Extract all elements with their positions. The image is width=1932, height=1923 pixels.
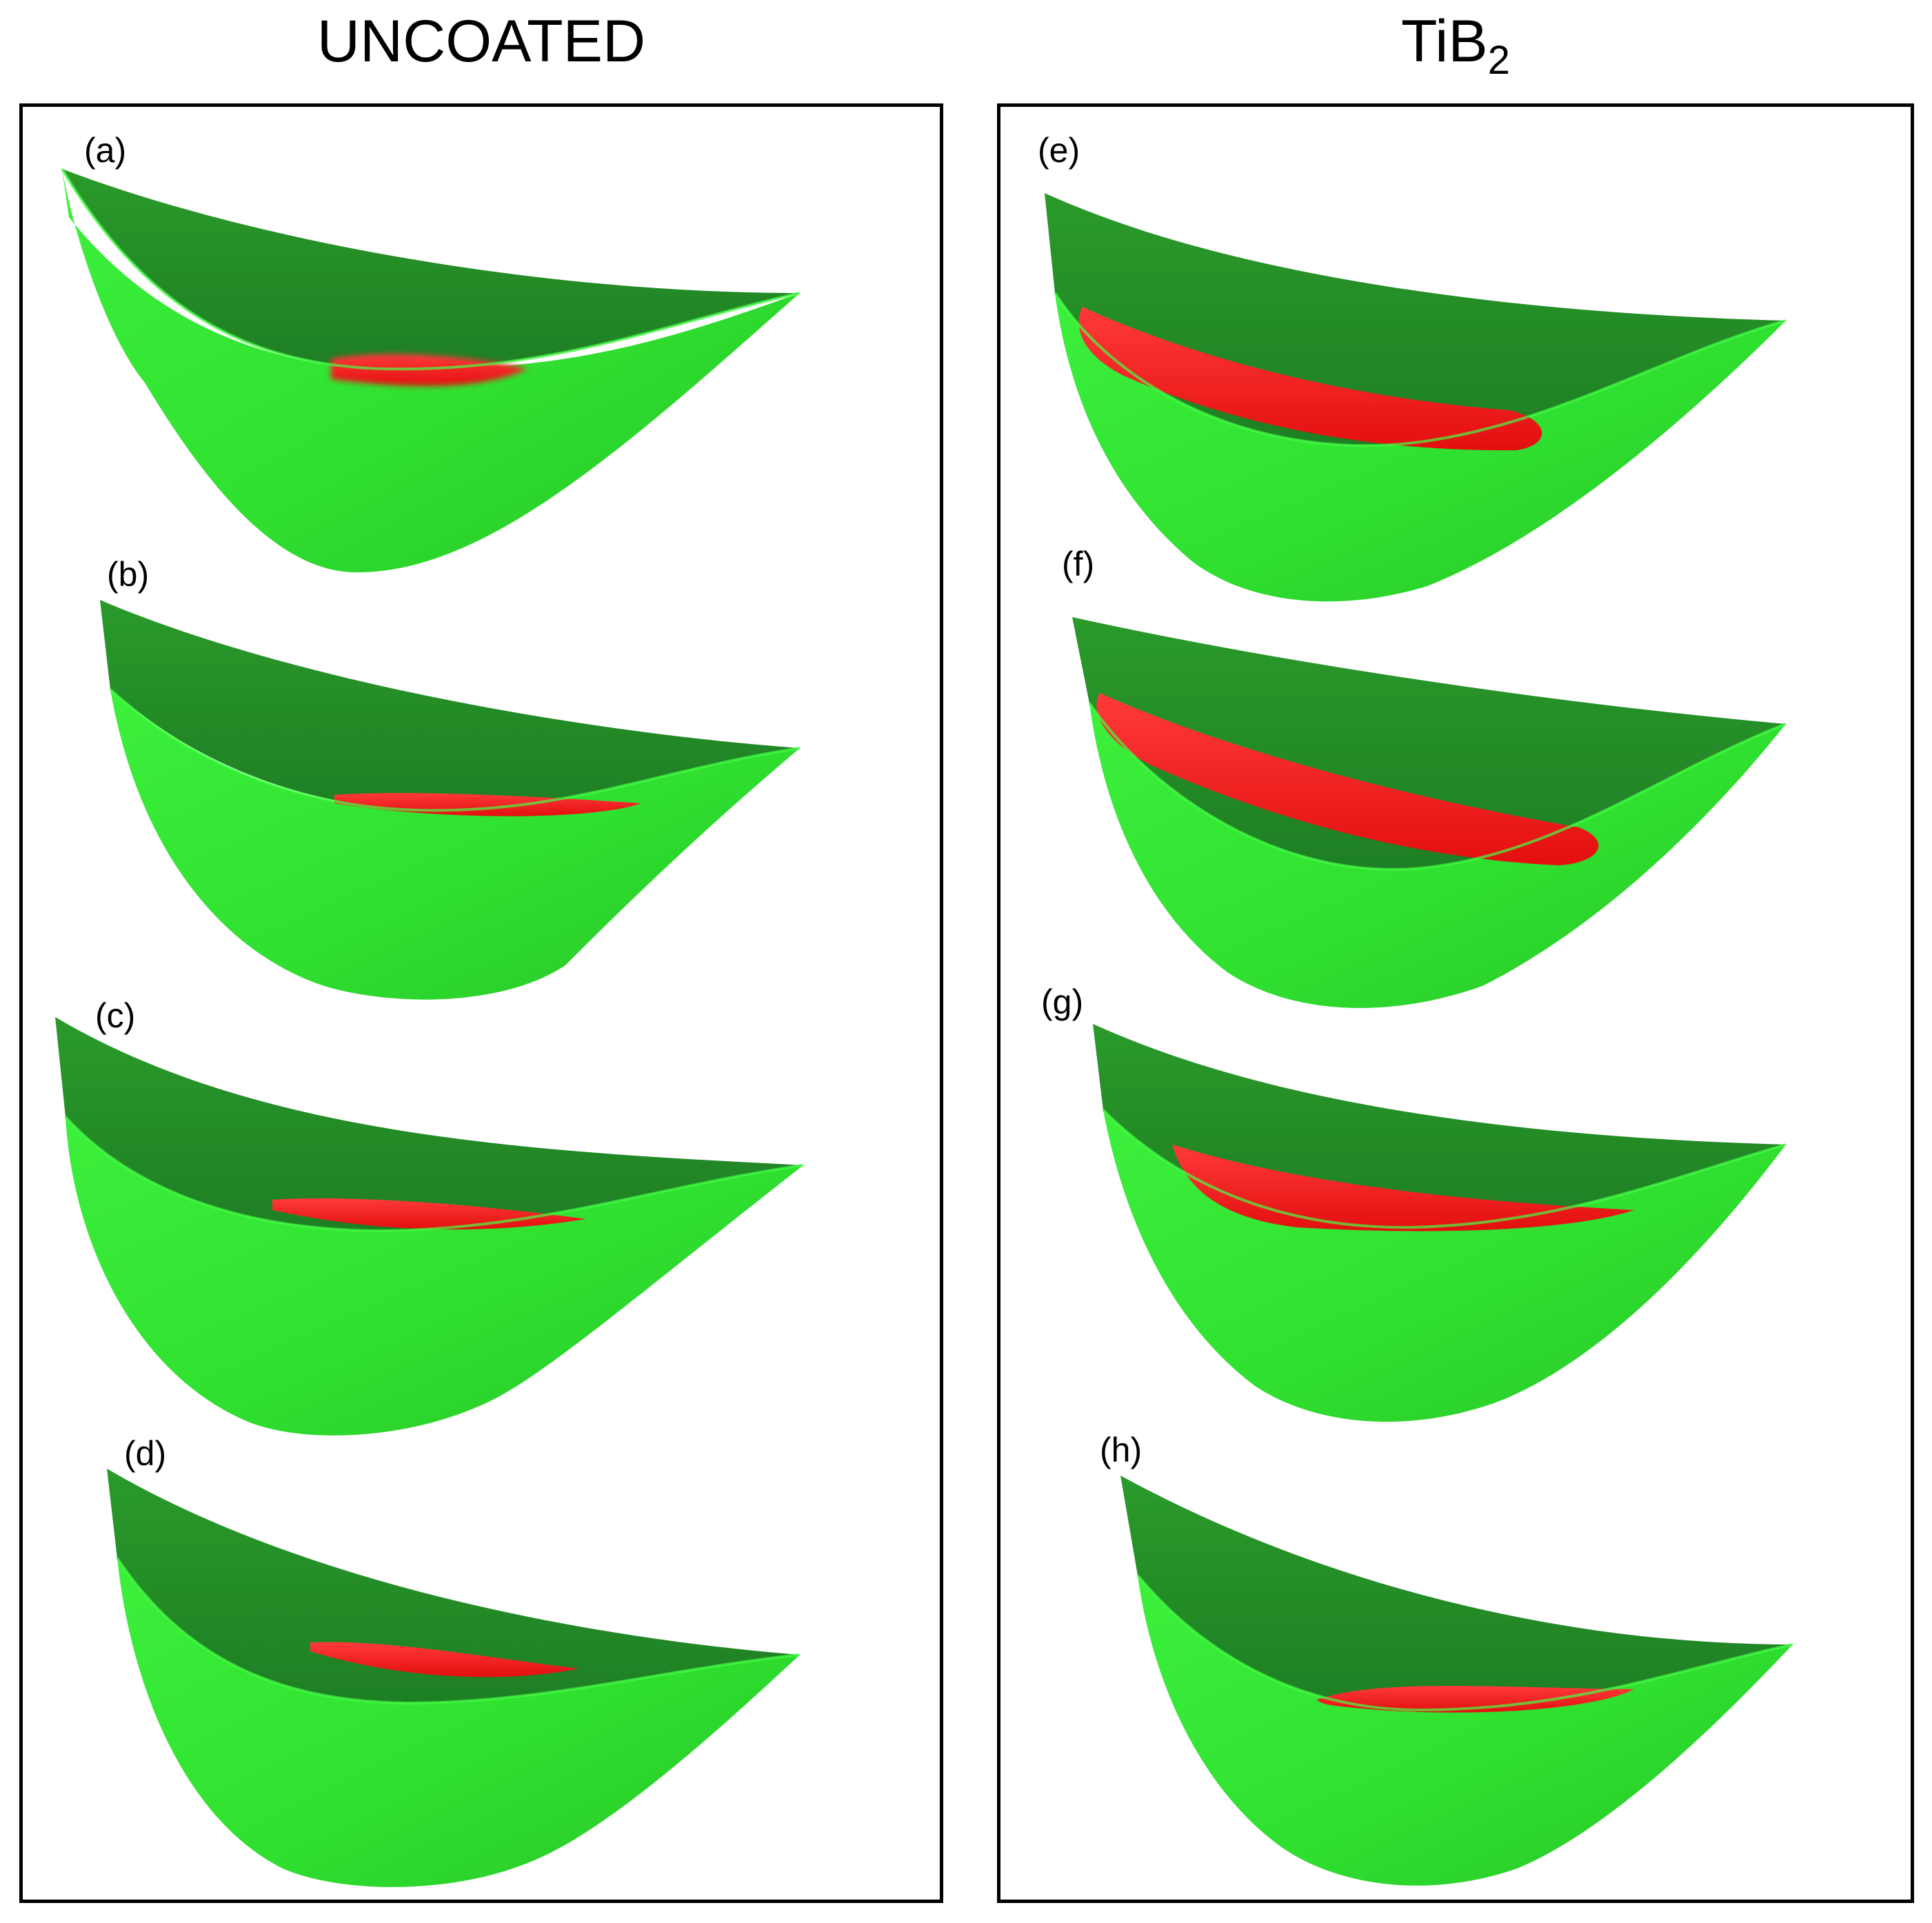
column-title-uncoated: UNCOATED: [316, 8, 646, 74]
panel-label-c: (c): [95, 996, 136, 1035]
panel-a-wear-render: [61, 168, 801, 573]
panel-g-wear-render: [1093, 1024, 1787, 1422]
panel-d-wear-render: [107, 1469, 801, 1887]
column-title-tib2-subscript: 2: [1487, 38, 1511, 83]
column-title-tib2-main: TiB: [1400, 8, 1488, 74]
panel-label-f: (f): [1062, 545, 1095, 583]
panel-label-g: (g): [1041, 983, 1084, 1021]
panel-b-wear-render: [100, 600, 801, 1000]
panel-label-e: (e): [1038, 131, 1080, 170]
panel-label-b: (b): [107, 555, 150, 594]
panel-label-a: (a): [84, 131, 127, 170]
column-title-tib2: TiB2: [997, 7, 1914, 81]
panel-e-wear-render: [1045, 193, 1787, 602]
panel-label-d: (d): [124, 1434, 167, 1473]
panel-label-h: (h): [1100, 1431, 1143, 1469]
panel-c-wear-render: [55, 1017, 804, 1436]
panel-f-wear-render: [1072, 617, 1787, 1009]
panel-h-wear-render: [1120, 1476, 1793, 1886]
